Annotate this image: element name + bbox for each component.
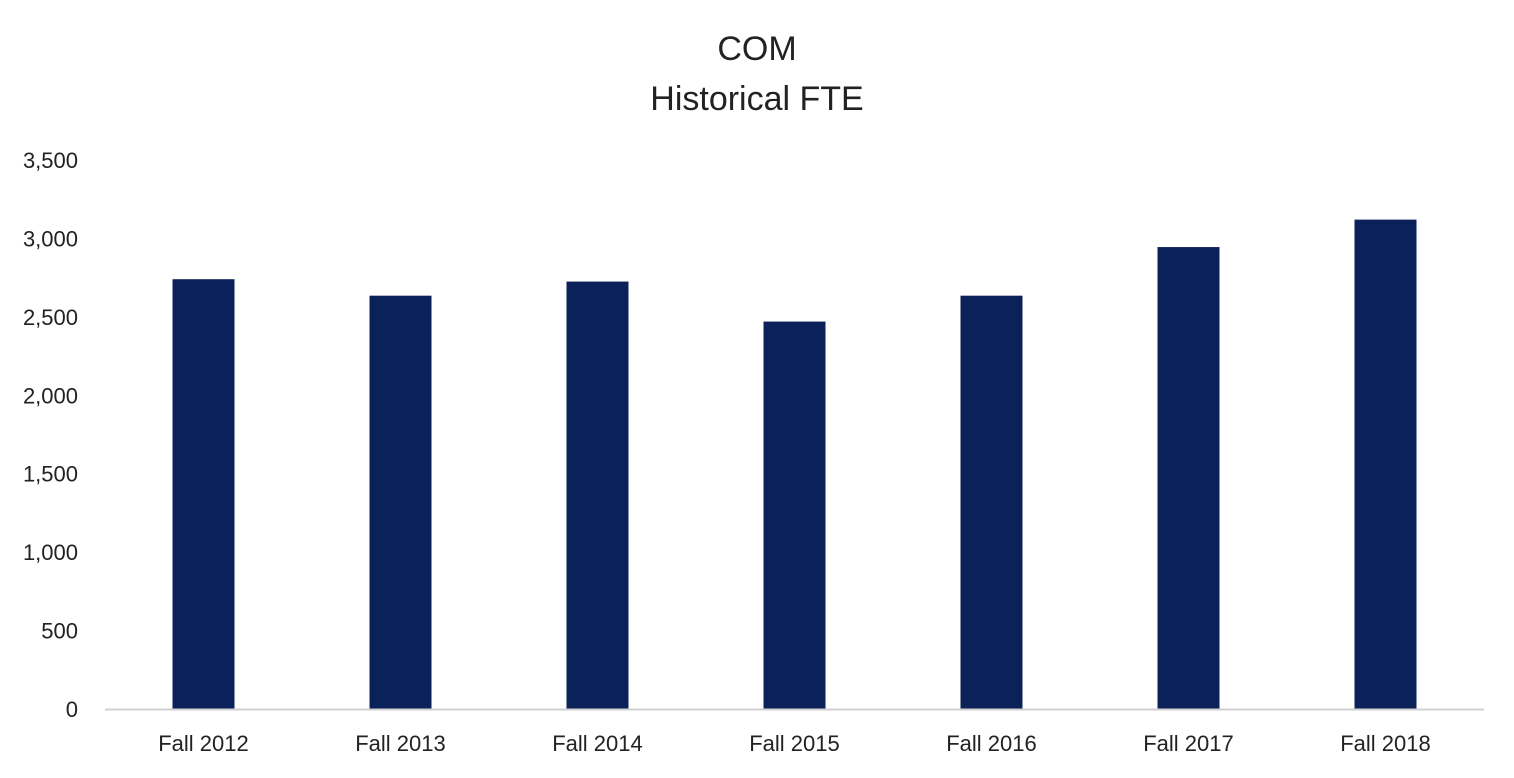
y-tick-label: 0 <box>66 697 78 722</box>
x-tick-label: Fall 2018 <box>1340 731 1431 756</box>
x-tick-label: Fall 2013 <box>355 731 446 756</box>
x-axis-ticks: Fall 2012 Fall 2013 Fall 2014 Fall 2015 Fall… <box>158 731 1431 756</box>
x-tick-label: Fall 2017 <box>1143 731 1234 756</box>
y-tick-label: 1,500 <box>23 462 78 487</box>
x-tick-label: Fall 2012 <box>158 731 249 756</box>
bar <box>960 295 1023 709</box>
x-tick-label: Fall 2014 <box>552 731 643 756</box>
chart-title: COM <box>717 30 796 68</box>
bar <box>172 279 235 709</box>
bar <box>369 295 432 709</box>
y-tick-label: 2,500 <box>23 305 78 330</box>
x-tick-label: Fall 2016 <box>946 731 1037 756</box>
y-tick-label: 3,000 <box>23 226 78 251</box>
y-tick-label: 1,000 <box>23 540 78 565</box>
y-tick-label: 2,000 <box>23 383 78 408</box>
bar <box>763 321 826 709</box>
x-tick-label: Fall 2015 <box>749 731 840 756</box>
y-tick-label: 3,500 <box>23 148 78 173</box>
bar <box>1157 247 1220 709</box>
bar-series <box>172 219 1417 709</box>
bar <box>1354 219 1417 709</box>
chart-subtitle: Historical FTE <box>650 80 863 118</box>
y-tick-label: 500 <box>41 619 78 644</box>
bar <box>566 281 629 709</box>
y-axis-ticks: 0 500 1,000 1,500 2,000 2,500 3,000 3,500 <box>23 148 78 722</box>
